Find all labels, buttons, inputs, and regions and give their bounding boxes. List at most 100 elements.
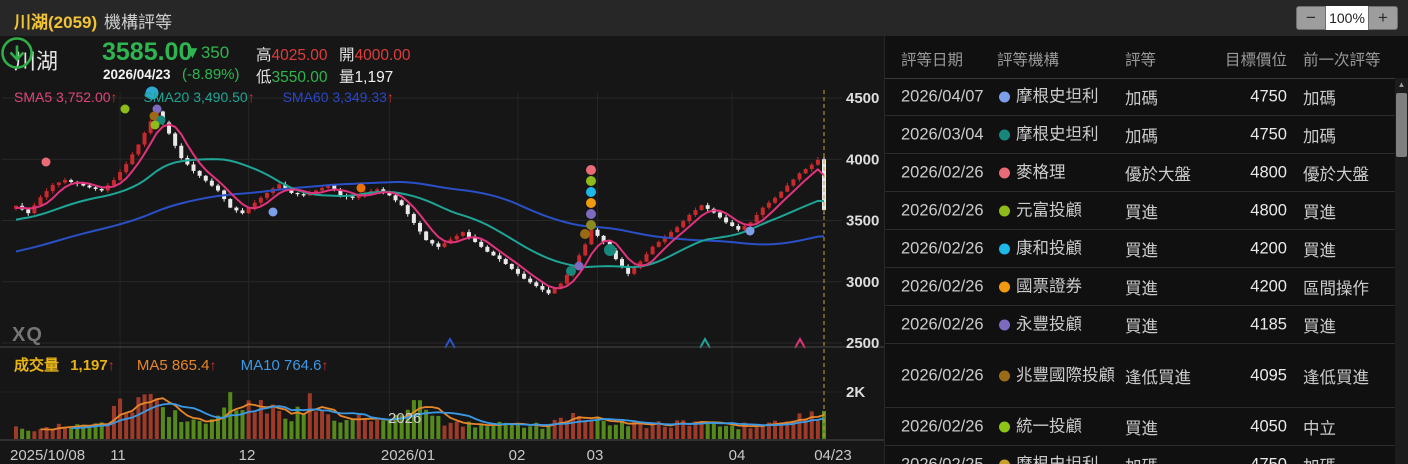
zoom-out-button[interactable]: − [1296, 6, 1326, 30]
target-price: 4185 [1250, 315, 1287, 333]
rating-row[interactable]: 2026/02/26 永豐投顧 買進 4185 買進 [885, 306, 1395, 344]
svg-text:2025/10/08: 2025/10/08 [10, 447, 85, 464]
target-price: 4800 [1250, 163, 1287, 181]
sma5-up-arrow-icon: ↑ [110, 89, 118, 105]
target-price: 4200 [1250, 239, 1287, 257]
open-value: 4000.00 [354, 47, 411, 64]
svg-text:04/23: 04/23 [814, 447, 852, 464]
page-title: 機構評等 [104, 13, 172, 32]
rating-row[interactable]: 2026/02/26 兆豐國際投顧 逢低買進 4095 逢低買進 [885, 344, 1395, 408]
rating-row[interactable]: 2026/03/04 摩根史坦利 加碼 4750 加碼 [885, 116, 1395, 154]
org-color-dot [999, 319, 1010, 330]
rating-markers-layer [41, 86, 755, 276]
rating-date: 2026/02/26 [901, 366, 984, 384]
rating-organization: 元富投顧 [1016, 201, 1082, 220]
volume-label: 成交量 [14, 357, 60, 374]
volume-ma5-up-arrow-icon: ↑ [209, 357, 217, 373]
previous-rating: 中立 [1303, 419, 1336, 438]
year-label: 2026 [388, 410, 422, 427]
column-header-target[interactable]: 目標價位 [1224, 52, 1287, 69]
org-color-dot [999, 370, 1010, 381]
rating-row[interactable]: 2026/02/26 元富投顧 買進 4800 買進 [885, 192, 1395, 230]
ratings-table-header: 評等日期 評等機構 評等 目標價位 前一次評等 [885, 36, 1408, 79]
zoom-control: − 100% + [1296, 6, 1398, 30]
scroll-up-button[interactable]: ▲ [1397, 80, 1406, 89]
high-value: 4025.00 [271, 47, 328, 64]
target-price: 4050 [1250, 417, 1287, 435]
org-color-dot [999, 421, 1010, 432]
zoom-in-button[interactable]: + [1368, 6, 1398, 30]
rating-organization: 國票證券 [1016, 277, 1082, 296]
previous-rating: 買進 [1303, 203, 1336, 222]
rating-row[interactable]: 2026/02/26 康和投顧 買進 4200 買進 [885, 230, 1395, 268]
org-color-dot [999, 281, 1010, 292]
sma60-up-arrow-icon: ↑ [386, 89, 394, 105]
price-down-circle-icon [1, 37, 33, 69]
rating-row[interactable]: 2026/02/26 國票證券 買進 4200 區間操作 [885, 268, 1395, 306]
svg-text:4500: 4500 [846, 90, 879, 107]
svg-text:04: 04 [729, 447, 746, 464]
previous-rating: 優於大盤 [1303, 165, 1369, 184]
column-header-date[interactable]: 評等日期 [901, 52, 964, 69]
svg-text:2K: 2K [846, 384, 865, 401]
rating-row[interactable]: 2026/04/07 摩根史坦利 加碼 4750 加碼 [885, 78, 1395, 116]
volume-ma10-label: MA10 764.6 [240, 357, 322, 374]
column-header-prev[interactable]: 前一次評等 [1303, 52, 1381, 69]
time-axis-labels: 2025/10/08 11 12 2026/01 02 03 04 04/23 [10, 447, 852, 464]
price-axis-labels: 4500 4000 3500 3000 2500 2K [846, 90, 879, 401]
high-field: 高4025.00 [256, 47, 328, 64]
svg-text:11: 11 [110, 447, 126, 464]
quote-date: 2026/04/23 [103, 67, 171, 82]
xq-watermark: XQ [12, 324, 43, 346]
column-header-org[interactable]: 評等機構 [997, 52, 1060, 69]
previous-rating: 加碼 [1303, 453, 1336, 464]
rating-value: 優於大盤 [1125, 165, 1191, 184]
volume-ma-layer [40, 397, 825, 431]
svg-text:2500: 2500 [846, 335, 879, 352]
rating-value: 買進 [1125, 241, 1158, 260]
rating-organization: 永豐投顧 [1016, 315, 1082, 334]
rating-row[interactable]: 2026/02/26 麥格理 優於大盤 4800 優於大盤 [885, 154, 1395, 192]
previous-rating: 逢低買進 [1303, 368, 1369, 387]
sma5-label: SMA5 3,752.00 [14, 89, 111, 105]
volume-field: 量1,197 [339, 69, 394, 86]
target-price: 4200 [1250, 277, 1287, 295]
org-color-dot [999, 91, 1010, 102]
titlebar: 川湖(2059) 機構評等 − 100% + [0, 0, 1408, 37]
column-header-rating[interactable]: 評等 [1125, 52, 1157, 69]
previous-rating: 區間操作 [1303, 279, 1369, 298]
previous-rating: 買進 [1303, 241, 1336, 260]
target-price: 4095 [1250, 366, 1287, 384]
svg-text:12: 12 [239, 447, 256, 464]
volume-ma10-up-arrow-icon: ↑ [321, 357, 329, 373]
volume-up-arrow-icon: ↑ [107, 357, 115, 373]
target-price: 4800 [1250, 201, 1287, 219]
svg-text:02: 02 [509, 447, 526, 464]
rating-organization: 康和投顧 [1016, 239, 1082, 258]
volume-total: 1,197 [70, 357, 108, 374]
price-chart[interactable]: 4500 4000 3500 3000 2500 2K 2025/10/08 11 12 2026… [0, 36, 884, 464]
price-change: ▼350 [184, 43, 230, 62]
previous-rating: 加碼 [1303, 127, 1336, 146]
scrollbar-thumb[interactable] [1396, 93, 1407, 157]
low-field: 低3550.00 [256, 69, 328, 86]
rating-row[interactable]: 2026/02/25摩根史坦利加碼4750加碼 [885, 446, 1395, 464]
rating-date: 2026/02/26 [901, 239, 984, 257]
candles-layer [14, 109, 826, 296]
sma60-label: SMA60 3,349.33 [282, 89, 387, 105]
rating-date: 2026/02/26 [901, 163, 984, 181]
ratings-scrollbar[interactable]: ▲ [1395, 78, 1408, 464]
rating-row[interactable]: 2026/02/26 統一投顧 買進 4050 中立 [885, 408, 1395, 446]
rating-organization: 兆豐國際投顧 [1016, 366, 1115, 385]
rating-value: 買進 [1125, 203, 1158, 222]
rating-organization: 摩根史坦利 [1016, 454, 1118, 464]
rating-organization: 摩根史坦利 [1016, 87, 1099, 106]
pane-separators [0, 346, 884, 441]
stock-symbol: 川湖(2059) [14, 13, 98, 32]
target-price: 4750 [1250, 455, 1287, 464]
rating-value: 加碼 [1125, 127, 1158, 146]
rating-date: 2026/04/07 [901, 87, 984, 105]
sma20-label: SMA20 3,490.50 [143, 89, 248, 105]
rating-date: 2026/03/04 [901, 125, 984, 143]
price-change-percent: (-8.89%) [182, 66, 240, 83]
